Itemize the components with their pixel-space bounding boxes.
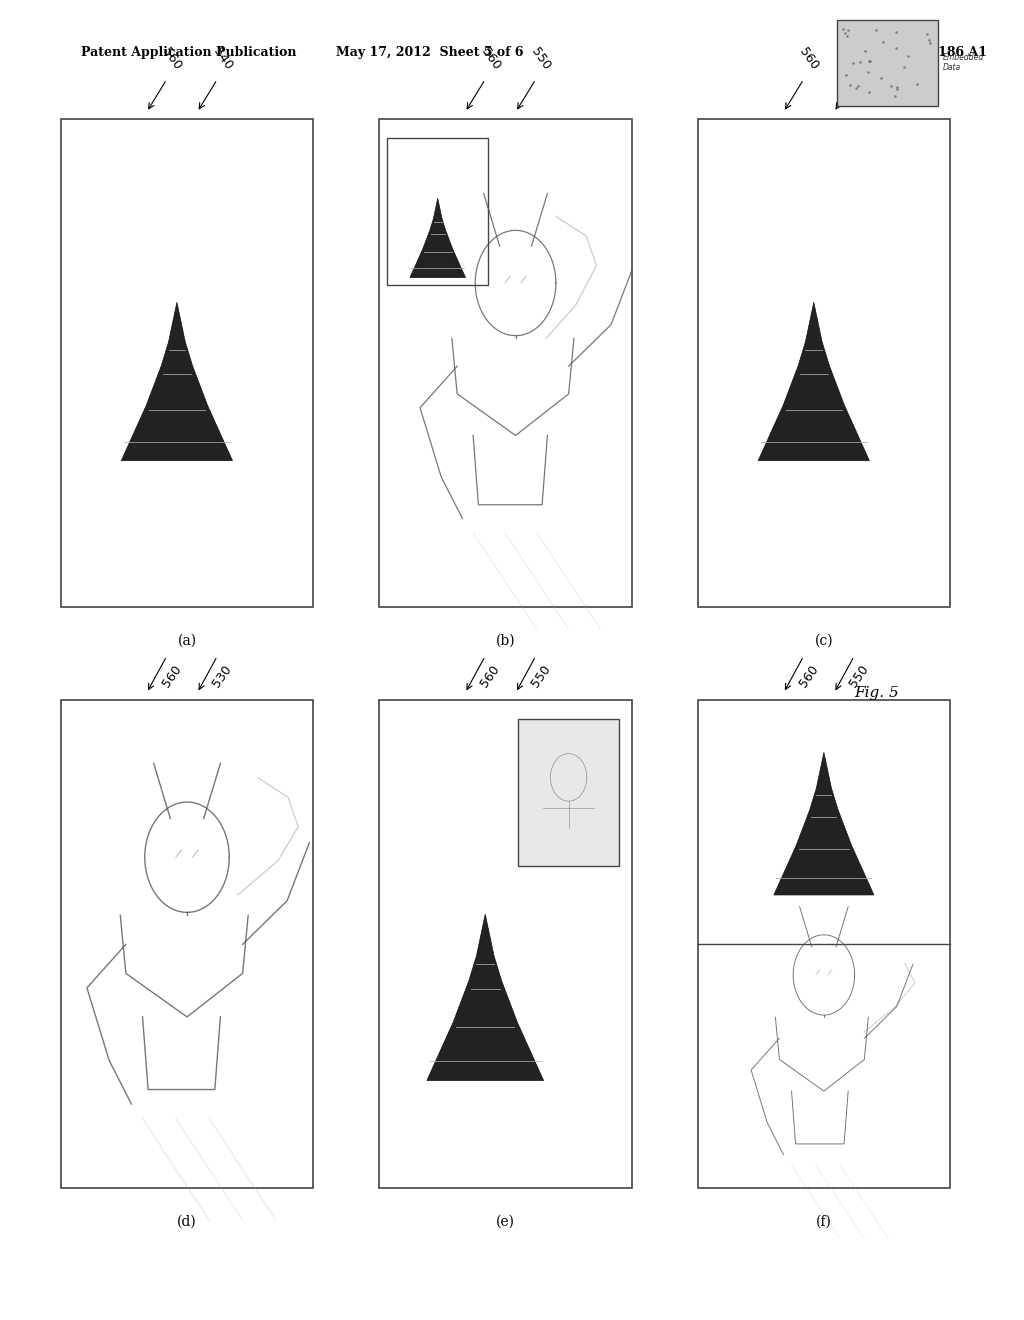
Text: Fig. 5: Fig. 5: [854, 686, 899, 701]
Text: (a): (a): [177, 634, 197, 648]
Text: 550: 550: [847, 45, 871, 73]
Text: (b): (b): [496, 634, 515, 648]
Text: US 2012/0120186 A1: US 2012/0120186 A1: [839, 46, 987, 59]
Text: 540: 540: [210, 46, 234, 73]
Bar: [518, 719, 620, 866]
Text: (d): (d): [177, 1214, 197, 1229]
Text: Embedded
Data: Embedded Data: [943, 53, 984, 73]
Text: 550: 550: [528, 45, 553, 73]
Bar: [697, 119, 950, 607]
Bar: [379, 119, 632, 607]
Polygon shape: [121, 302, 232, 461]
Text: 560: 560: [160, 46, 184, 73]
Text: 550: 550: [847, 663, 871, 690]
Bar: [379, 700, 632, 1188]
Text: (c): (c): [814, 634, 834, 648]
Text: 560: 560: [797, 46, 821, 73]
Bar: [60, 119, 313, 607]
Bar: [60, 700, 313, 1188]
Text: May 17, 2012  Sheet 5 of 6: May 17, 2012 Sheet 5 of 6: [336, 46, 523, 59]
Polygon shape: [427, 915, 544, 1081]
Text: 560: 560: [797, 663, 821, 689]
Polygon shape: [410, 198, 466, 277]
Text: 560: 560: [478, 46, 503, 73]
Text: 550: 550: [528, 663, 553, 690]
Bar: [697, 700, 950, 1188]
Polygon shape: [758, 302, 869, 461]
Text: 560: 560: [478, 663, 503, 689]
Bar: [387, 139, 488, 285]
Text: (f): (f): [816, 1214, 831, 1229]
Polygon shape: [774, 752, 873, 895]
Text: (e): (e): [496, 1214, 515, 1229]
Text: 560: 560: [160, 663, 184, 689]
Bar: [837, 20, 938, 106]
Text: 530: 530: [210, 663, 234, 689]
Text: Patent Application Publication: Patent Application Publication: [81, 46, 296, 59]
